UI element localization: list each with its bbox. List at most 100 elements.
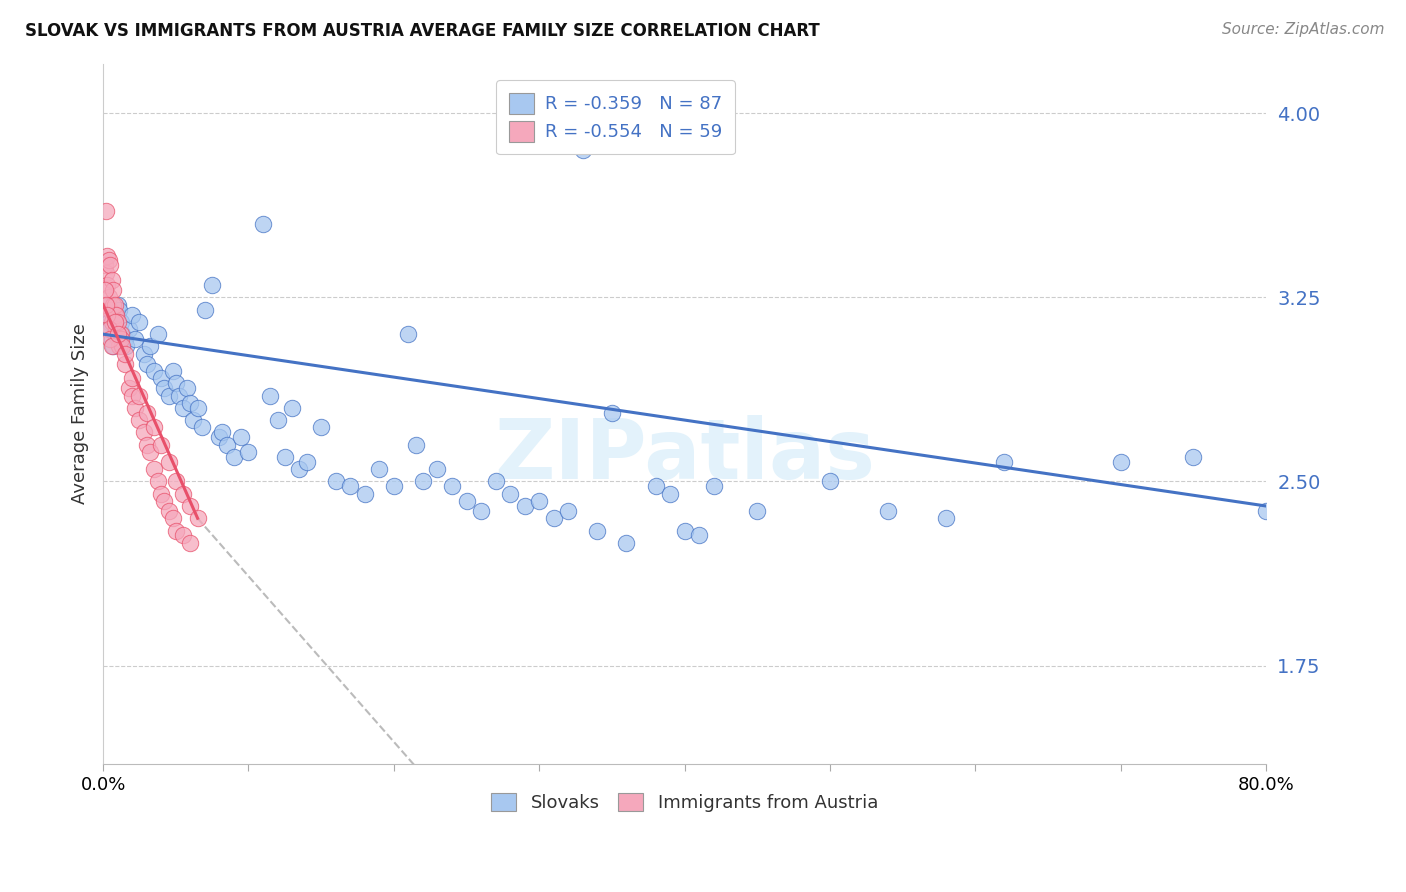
Point — [121, 388, 143, 402]
Point — [187, 511, 209, 525]
Point — [165, 376, 187, 391]
Point — [191, 420, 214, 434]
Point — [405, 437, 427, 451]
Point — [111, 327, 134, 342]
Point — [238, 445, 260, 459]
Point — [105, 322, 128, 336]
Point — [529, 494, 551, 508]
Text: SLOVAK VS IMMIGRANTS FROM AUSTRIA AVERAGE FAMILY SIZE CORRELATION CHART: SLOVAK VS IMMIGRANTS FROM AUSTRIA AVERAG… — [25, 22, 820, 40]
Point — [143, 364, 166, 378]
Point — [165, 524, 187, 538]
Point — [132, 347, 155, 361]
Point — [128, 388, 150, 402]
Point — [97, 253, 120, 268]
Point — [143, 462, 166, 476]
Point — [176, 381, 198, 395]
Point — [105, 308, 128, 322]
Point — [94, 266, 117, 280]
Point — [179, 499, 201, 513]
Point — [150, 487, 173, 501]
Point — [135, 406, 157, 420]
Point — [94, 204, 117, 219]
Point — [107, 298, 129, 312]
Point — [201, 278, 224, 293]
Point — [172, 401, 194, 415]
Point — [111, 339, 134, 353]
Point — [101, 273, 124, 287]
Point — [94, 298, 117, 312]
Point — [97, 315, 120, 329]
Point — [128, 315, 150, 329]
Point — [103, 283, 125, 297]
Point — [100, 332, 122, 346]
Point — [194, 302, 217, 317]
Point — [132, 425, 155, 440]
Point — [1254, 504, 1277, 518]
Point — [97, 322, 120, 336]
Point — [135, 357, 157, 371]
Point — [215, 437, 238, 451]
Point — [935, 511, 957, 525]
Point — [100, 259, 122, 273]
Point — [138, 445, 160, 459]
Point — [659, 487, 682, 501]
Point — [557, 504, 579, 518]
Point — [274, 450, 297, 464]
Point — [703, 479, 725, 493]
Point — [104, 315, 127, 329]
Point — [153, 381, 176, 395]
Point — [157, 455, 180, 469]
Point — [325, 475, 347, 489]
Point — [208, 430, 231, 444]
Point — [96, 305, 118, 319]
Point — [124, 332, 146, 346]
Point — [167, 388, 190, 402]
Point — [288, 462, 311, 476]
Point — [877, 504, 900, 518]
Point — [382, 479, 405, 493]
Point — [172, 487, 194, 501]
Point — [118, 381, 141, 395]
Point — [396, 327, 419, 342]
Point — [688, 528, 710, 542]
Point — [426, 462, 449, 476]
Point — [103, 298, 125, 312]
Point — [94, 298, 117, 312]
Point — [93, 259, 115, 273]
Point — [101, 339, 124, 353]
Point — [181, 413, 204, 427]
Point — [252, 217, 274, 231]
Point — [115, 339, 138, 353]
Point — [128, 413, 150, 427]
Point — [162, 364, 184, 378]
Point — [309, 420, 332, 434]
Point — [470, 504, 492, 518]
Point — [108, 339, 131, 353]
Point — [150, 437, 173, 451]
Point — [231, 430, 253, 444]
Point — [148, 327, 170, 342]
Point — [456, 494, 478, 508]
Point — [104, 308, 127, 322]
Point — [499, 487, 522, 501]
Point — [412, 475, 434, 489]
Point — [368, 462, 391, 476]
Point — [600, 406, 623, 420]
Point — [179, 536, 201, 550]
Point — [157, 504, 180, 518]
Point — [353, 487, 375, 501]
Point — [100, 322, 122, 336]
Point — [157, 388, 180, 402]
Point — [104, 298, 127, 312]
Point — [107, 315, 129, 329]
Point — [187, 401, 209, 415]
Point — [97, 290, 120, 304]
Point — [93, 310, 115, 324]
Text: Source: ZipAtlas.com: Source: ZipAtlas.com — [1222, 22, 1385, 37]
Point — [440, 479, 463, 493]
Point — [104, 327, 127, 342]
Point — [222, 450, 245, 464]
Point — [1109, 455, 1132, 469]
Point — [107, 332, 129, 346]
Point — [124, 401, 146, 415]
